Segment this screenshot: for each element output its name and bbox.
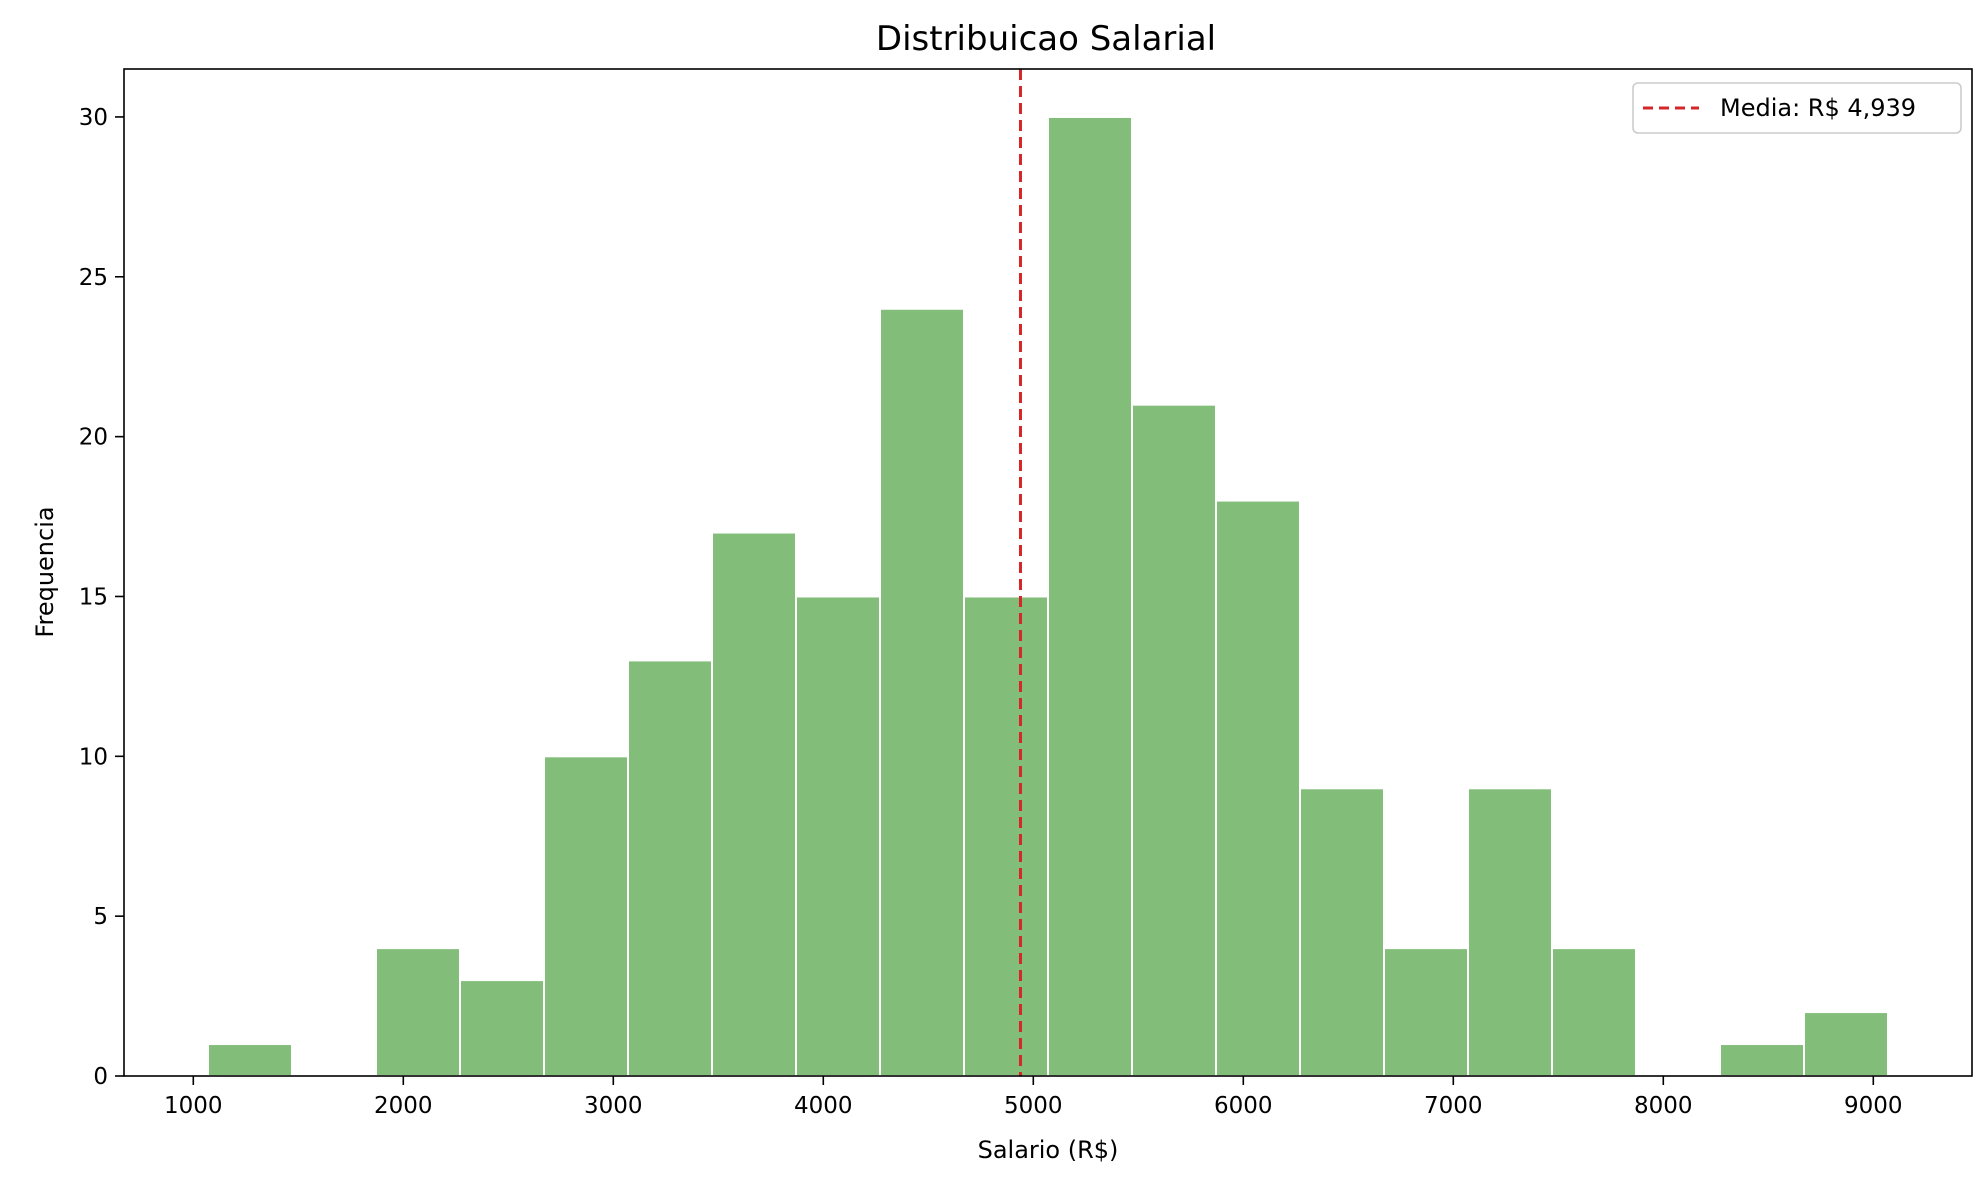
- plot-frame: [123, 68, 1973, 1077]
- y-axis-ticks: 0 5 10 15 20 25 30: [79, 105, 124, 1090]
- legend: Media: R$ 4,939: [1632, 82, 1962, 134]
- histogram-bar: [1383, 947, 1469, 1078]
- x-tick-label: 2000: [374, 1093, 433, 1119]
- y-tick-label: 15: [79, 584, 108, 610]
- histogram-bar: [1719, 1043, 1805, 1077]
- y-tick-label: 30: [79, 105, 108, 131]
- x-tick-label: 6000: [1214, 1093, 1273, 1119]
- legend-mean-label: Media: R$ 4,939: [1720, 94, 1916, 122]
- histogram-bar: [459, 979, 545, 1077]
- histogram-bar: [1215, 499, 1301, 1078]
- y-tick-label: 20: [79, 425, 108, 451]
- chart-title: Distribuicao Salarial: [876, 19, 1216, 59]
- histogram-bar: [627, 659, 713, 1078]
- histogram-bar: [543, 755, 629, 1077]
- x-axis-ticks: 1000 2000 3000 4000 5000 6000 7000 8000 9000: [164, 1076, 1903, 1119]
- histogram-bar: [1551, 947, 1637, 1078]
- x-tick-label: 9000: [1844, 1093, 1903, 1119]
- histogram-bar: [1131, 403, 1217, 1077]
- x-tick-label: 7000: [1424, 1093, 1483, 1119]
- histogram-bar: [1467, 787, 1553, 1077]
- x-tick-label: 3000: [584, 1093, 643, 1119]
- y-tick-label: 0: [93, 1064, 108, 1090]
- x-tick-label: 5000: [1004, 1093, 1063, 1119]
- histogram-bar: [963, 595, 1049, 1077]
- histogram-bar: [711, 531, 797, 1077]
- x-tick-label: 4000: [794, 1093, 853, 1119]
- histogram-bar: [1047, 115, 1133, 1077]
- y-tick-label: 25: [79, 265, 108, 291]
- histogram-bar: [375, 947, 461, 1078]
- histogram-bar: [795, 595, 881, 1077]
- y-tick-label: 5: [93, 904, 108, 930]
- histogram-bar: [207, 1043, 293, 1077]
- y-tick-label: 10: [79, 744, 108, 770]
- bars-group: [207, 115, 1889, 1078]
- x-tick-label: 8000: [1634, 1093, 1693, 1119]
- legend-frame: [1632, 82, 1962, 134]
- histogram-bar: [879, 307, 965, 1077]
- histogram-bar: [1299, 787, 1385, 1077]
- x-axis-label: Salario (R$): [978, 1136, 1119, 1164]
- y-axis-label: Frequencia: [31, 506, 59, 637]
- x-tick-label: 1000: [164, 1093, 223, 1119]
- histogram-bar: [1803, 1011, 1889, 1077]
